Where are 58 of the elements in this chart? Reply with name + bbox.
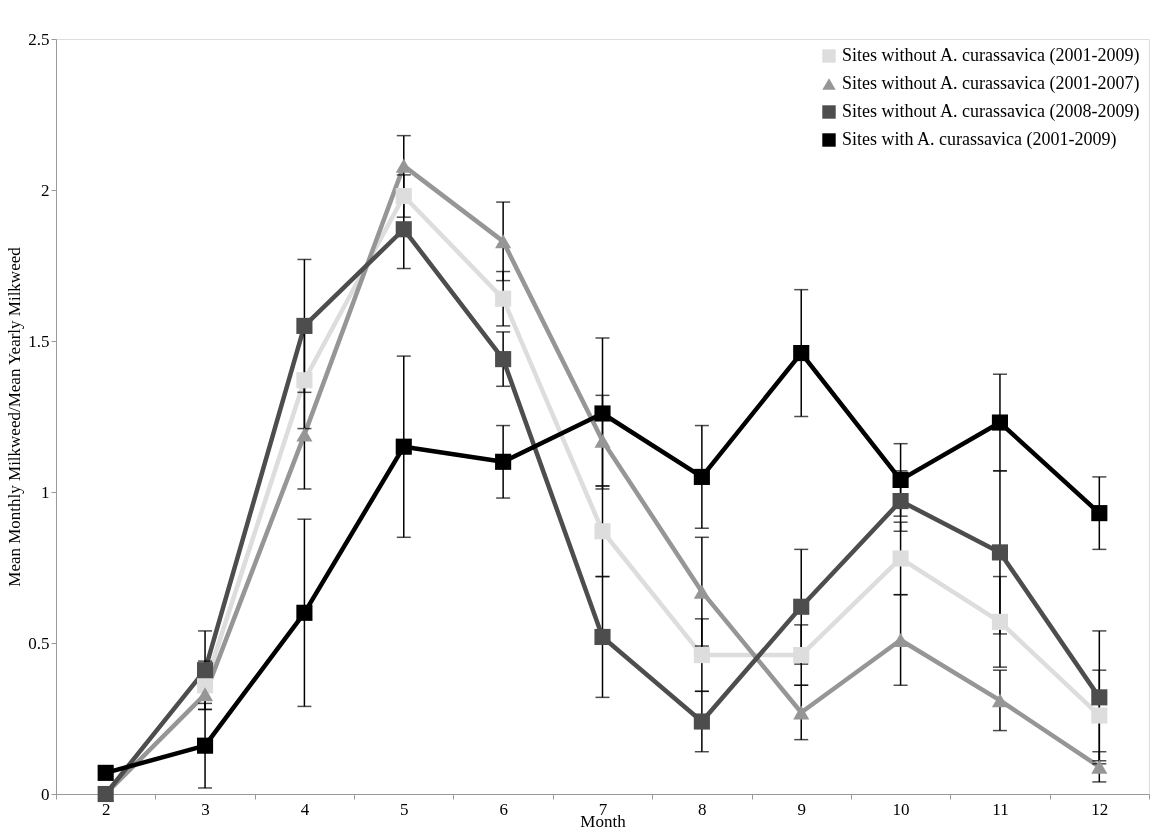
point [693,647,710,664]
point [296,427,313,442]
point [296,372,313,389]
x-tick-label: 8 [698,799,707,819]
point [693,584,710,599]
legend-label: Sites without A. curassavica (2008-2009) [842,101,1140,122]
x-tick-label: 6 [499,799,508,819]
point [97,764,114,781]
y-axis-title: Mean Monthly Milkweed/Mean Yearly Milkweed [5,246,25,587]
point [892,550,909,567]
point [395,438,412,455]
x-tick-label: 5 [400,799,409,819]
point [296,604,313,621]
point [991,693,1009,708]
point [395,221,412,238]
point [892,493,909,510]
point [296,317,313,334]
y-tick-label: 1.5 [28,331,50,351]
legend-label: Sites without A. curassavica (2001-2009) [842,45,1140,66]
x-tick-label: 9 [797,799,806,819]
point [395,187,412,205]
point [594,628,611,646]
point [991,414,1009,431]
point [495,351,512,368]
y-tick-label: 2.5 [28,29,50,49]
point [1091,707,1108,724]
x-tick-label: 12 [1091,799,1109,819]
x-tick-label: 11 [992,799,1009,819]
point [495,453,512,470]
point [1091,689,1108,706]
point [991,613,1009,630]
point [991,544,1009,561]
y-tick-label: 0.5 [28,633,50,653]
y-tick-label: 2 [41,180,50,200]
legend-label: Sites with A. curassavica (2001-2009) [842,129,1117,150]
point [892,471,909,488]
legend-label: Sites without A. curassavica (2001-2007) [842,73,1140,94]
x-tick-label: 3 [201,799,210,819]
point [594,523,611,540]
point [1091,505,1108,522]
x-tick-label: 4 [300,799,310,819]
y-tick-label: 1 [41,482,50,502]
point [793,345,810,362]
y-tick-label: 0 [41,784,50,804]
point [495,234,512,249]
point [196,737,214,754]
x-tick-label: 10 [892,799,910,819]
point [196,662,214,679]
point [793,705,810,720]
point [693,713,710,730]
point [594,433,611,448]
point [495,290,512,307]
point [594,405,611,422]
point [1091,759,1108,774]
point [793,598,810,615]
point [793,647,810,664]
x-tick-label: 2 [101,799,111,819]
point [693,468,710,485]
